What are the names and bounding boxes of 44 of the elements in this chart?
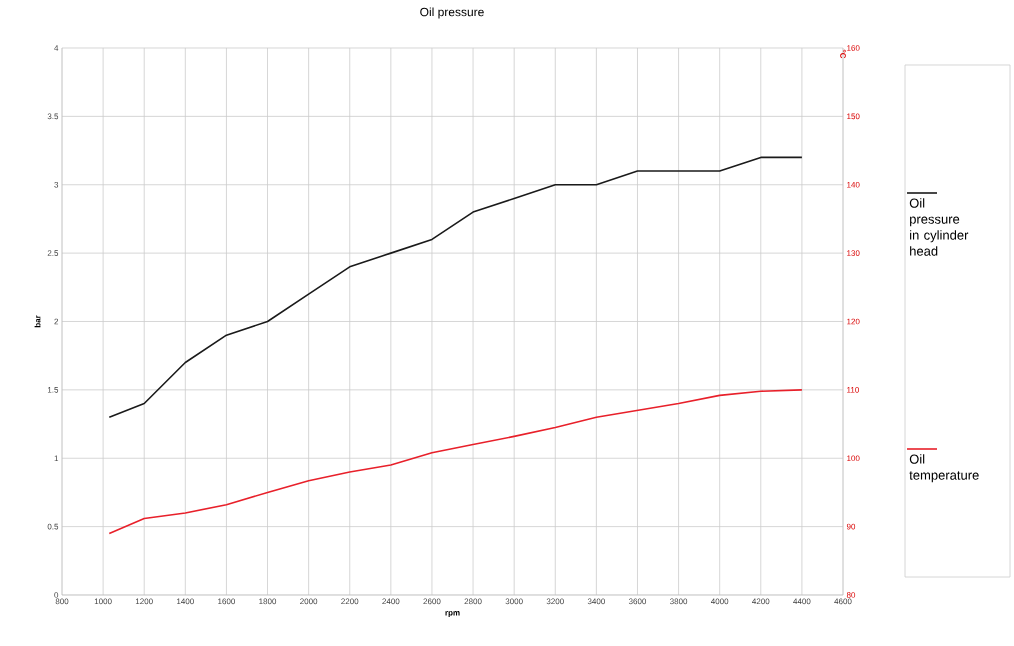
x-tick-label: 1600 — [218, 598, 236, 605]
x-tick-label: 2800 — [464, 598, 482, 605]
y2-tick-label: 100 — [847, 455, 860, 462]
x-tick-label: 2200 — [341, 598, 359, 605]
x-tick-label: 3200 — [546, 598, 564, 605]
x-tick-label: 4400 — [793, 598, 811, 605]
x-tick-label: 1200 — [135, 598, 153, 605]
legend-label: Oil pressure in cylinder head — [909, 198, 969, 256]
legend-label: Oil temperature — [909, 454, 979, 483]
y2-tick-label: 140 — [847, 181, 860, 188]
y2-tick-label: 150 — [847, 113, 860, 120]
x-tick-label: 4600 — [834, 598, 852, 605]
x-tick-label: 3600 — [628, 598, 647, 605]
y-tick-label: 0.5 — [47, 523, 59, 530]
y2-tick-label: 90 — [846, 523, 856, 530]
x-tick-label: 2400 — [382, 598, 400, 605]
y2-tick-label: 110 — [847, 387, 859, 393]
y-tick-label: 3 — [54, 181, 59, 188]
y2-tick-label: 80 — [846, 592, 856, 598]
y2-tick-label: 160 — [847, 45, 860, 51]
chart-title: Oil pressure — [420, 7, 484, 19]
x-tick-label: 2000 — [300, 598, 318, 605]
x-tick-label: 1000 — [94, 598, 112, 605]
y-tick-label: 0 — [54, 592, 59, 598]
y2-tick-label: 130 — [847, 250, 860, 256]
y-tick-label: 1 — [54, 455, 59, 461]
x-tick-label: 1400 — [177, 598, 194, 605]
y-tick-label: 2 — [54, 318, 59, 325]
y-axis-title: bar — [34, 315, 41, 328]
x-tick-label: 3000 — [505, 598, 523, 605]
x-tick-label: 1800 — [259, 598, 277, 605]
y-tick-label: 4 — [54, 45, 59, 51]
y2-tick-label: 120 — [847, 318, 860, 325]
x-tick-label: 3800 — [669, 598, 688, 605]
x-tick-label: 4000 — [710, 598, 729, 605]
y-tick-label: 2.5 — [47, 250, 59, 256]
x-tick-label: 3400 — [587, 598, 605, 605]
x-axis-title: rpm — [445, 611, 460, 618]
x-tick-label: 800 — [55, 598, 69, 605]
y-tick-label: 3.5 — [47, 113, 59, 120]
x-tick-label: 2600 — [423, 598, 441, 605]
y-tick-label: 1.5 — [47, 387, 59, 393]
x-tick-label: 4200 — [752, 598, 770, 605]
y2-axis-title: °C — [840, 49, 846, 59]
